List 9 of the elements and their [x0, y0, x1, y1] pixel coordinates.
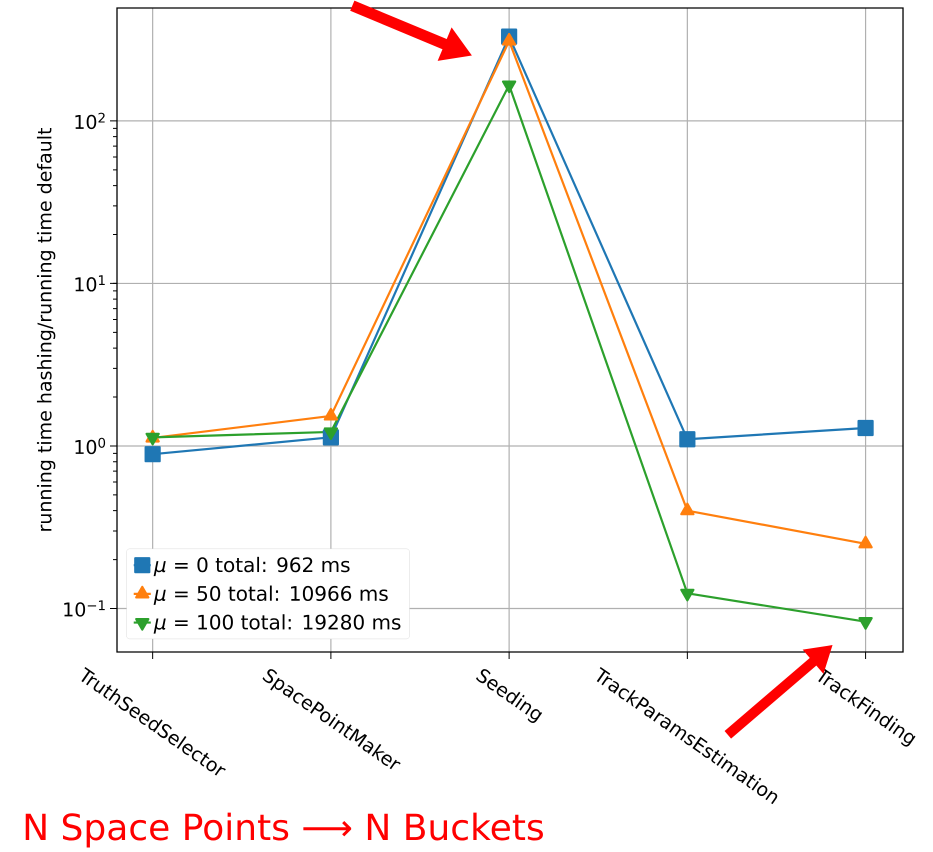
y-tick-label: 10$^{1}$	[75, 275, 105, 292]
legend-label: μ = 0 total: 962 ms	[154, 556, 350, 576]
y-axis-title: running time hashing/running time default	[36, 128, 56, 531]
legend-label: μ = 100 total: 19280 ms	[154, 614, 400, 634]
text: N Space Points ⟶ N Buckets	[26, 812, 543, 848]
y-tick-label: 10$^{−1}$	[64, 600, 105, 617]
y-tick-label: 10$^{2}$	[75, 112, 105, 130]
legend-label: μ = 50 total: 10966 ms	[154, 586, 388, 605]
y-tick-label: 10$^{0}$	[75, 438, 106, 454]
